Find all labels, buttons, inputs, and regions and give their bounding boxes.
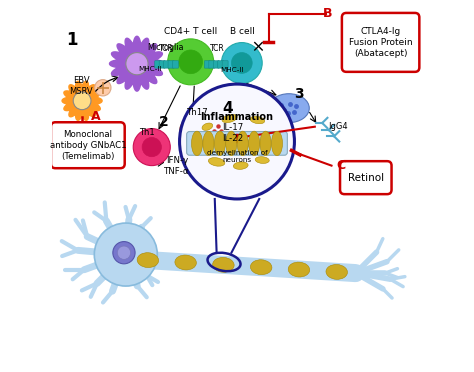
Ellipse shape [250,260,272,275]
Circle shape [94,223,157,286]
Circle shape [117,246,131,259]
Ellipse shape [226,131,237,155]
Text: Th1: Th1 [139,128,155,137]
Text: MHC-II: MHC-II [138,66,162,72]
FancyBboxPatch shape [51,122,125,168]
FancyBboxPatch shape [340,161,392,194]
FancyBboxPatch shape [168,61,174,68]
Circle shape [95,80,111,96]
Polygon shape [109,36,164,91]
Ellipse shape [250,116,264,124]
FancyBboxPatch shape [204,61,210,68]
Text: Inflammation: Inflammation [201,112,273,122]
Ellipse shape [237,131,248,155]
FancyBboxPatch shape [222,61,228,68]
Ellipse shape [248,131,260,155]
Text: TCR: TCR [159,44,174,53]
Ellipse shape [233,162,248,169]
FancyBboxPatch shape [213,61,219,68]
FancyBboxPatch shape [342,13,419,72]
Circle shape [221,42,262,83]
Text: demyelination of
neurons: demyelination of neurons [207,150,267,163]
Polygon shape [62,81,102,120]
Circle shape [142,137,161,157]
Ellipse shape [209,158,225,166]
Text: Th17: Th17 [187,108,209,117]
Ellipse shape [202,123,213,130]
Text: CD4+ T cell: CD4+ T cell [164,26,217,36]
FancyBboxPatch shape [173,61,178,68]
FancyBboxPatch shape [155,61,161,68]
Ellipse shape [214,131,226,155]
Circle shape [168,39,214,85]
Ellipse shape [175,255,196,270]
Circle shape [73,92,91,110]
FancyBboxPatch shape [159,61,165,68]
Ellipse shape [326,264,347,279]
Text: TCR: TCR [210,44,225,53]
Text: IL-17
IL-22: IL-17 IL-22 [222,123,243,143]
Text: CTLA4-Ig
Fusion Protein
(Abatacept): CTLA4-Ig Fusion Protein (Abatacept) [349,27,412,58]
Circle shape [113,241,135,264]
Ellipse shape [137,253,159,267]
Circle shape [126,52,148,75]
Ellipse shape [272,131,283,155]
Circle shape [180,84,294,199]
Text: Monoclonal
antibody GNbAC1
(Temelimab): Monoclonal antibody GNbAC1 (Temelimab) [49,129,126,161]
Text: MHC-II: MHC-II [220,67,244,73]
Text: B: B [323,7,333,20]
Text: 1: 1 [66,31,78,49]
Ellipse shape [191,131,202,155]
Ellipse shape [268,94,309,123]
Circle shape [133,129,170,166]
Ellipse shape [255,157,269,163]
Text: 2: 2 [159,115,168,129]
Circle shape [180,114,217,151]
Circle shape [179,50,202,74]
Text: 4: 4 [222,101,233,116]
Ellipse shape [222,115,237,123]
Ellipse shape [203,131,214,155]
Ellipse shape [260,131,271,155]
Circle shape [189,123,208,142]
FancyBboxPatch shape [164,61,170,68]
FancyBboxPatch shape [187,132,287,155]
Text: C: C [336,159,346,172]
Circle shape [231,52,252,73]
FancyBboxPatch shape [218,61,224,68]
Text: IgG4: IgG4 [328,122,347,131]
Text: Retinol: Retinol [348,173,384,183]
Text: Microglia: Microglia [147,43,184,52]
Ellipse shape [288,262,310,277]
Text: A: A [91,110,100,123]
FancyBboxPatch shape [209,61,215,68]
Text: B cell: B cell [230,27,255,36]
Ellipse shape [213,257,234,272]
Text: IFN-γ
TNF-α: IFN-γ TNF-α [164,155,190,176]
Text: EBV
MSRV: EBV MSRV [70,76,93,96]
Text: 3: 3 [294,87,303,102]
